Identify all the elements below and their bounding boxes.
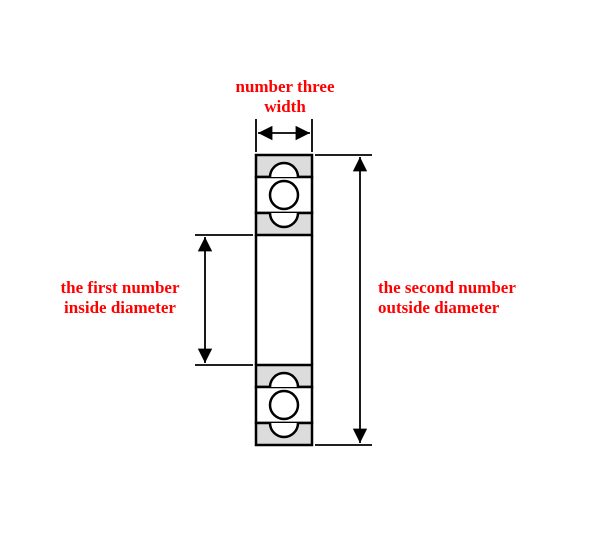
width-label: number three width [210, 77, 360, 118]
bearing-diagram [256, 155, 312, 445]
id-label-line2: inside diameter [64, 298, 176, 317]
id-label-line1: the first number [61, 278, 180, 297]
od-dimension [315, 155, 372, 445]
width-dimension [256, 119, 312, 152]
width-label-line1: number three [235, 77, 334, 96]
od-label-line2: outside diameter [378, 298, 499, 317]
id-label: the first number inside diameter [50, 278, 190, 319]
ball-bottom [270, 391, 298, 419]
od-label-line1: the second number [378, 278, 516, 297]
width-label-line2: width [264, 97, 306, 116]
od-label: the second number outside diameter [378, 278, 548, 319]
id-dimension [195, 235, 253, 365]
ball-top [270, 181, 298, 209]
